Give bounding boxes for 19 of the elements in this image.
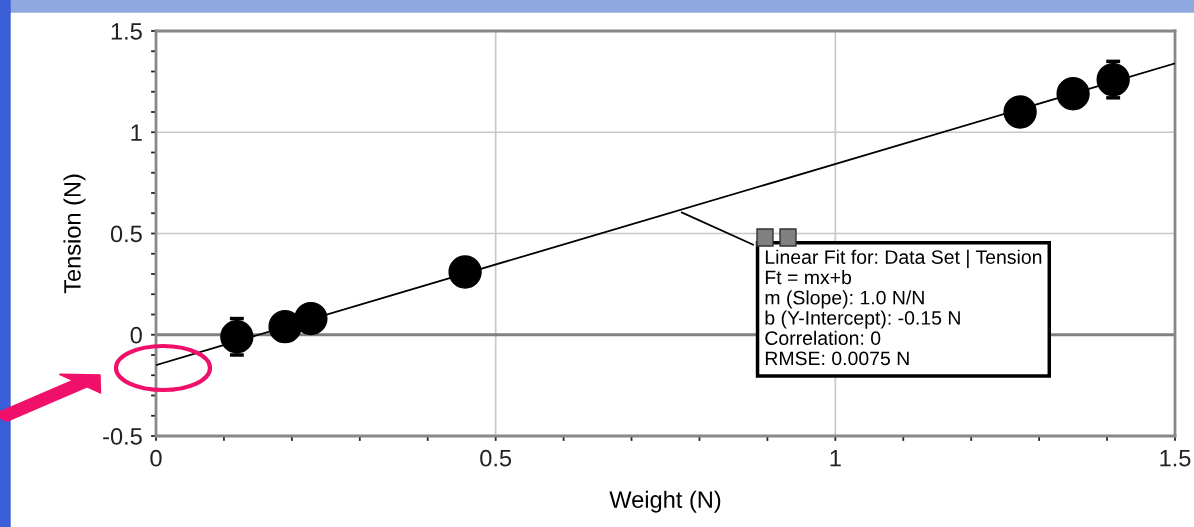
point	[220, 320, 254, 354]
point	[1096, 62, 1130, 97]
y-tick-label: 0.5	[110, 225, 142, 243]
x-axis-title: Weight (N)	[609, 490, 721, 513]
point	[1003, 95, 1037, 129]
point	[448, 255, 482, 289]
annotation: Linear Fit for: Data Set | Tension Ft = mx+b m (Slope): 1.0 N/N b (Y-Intercept): -0.15 N Correlation: 0 RMSE: 0.0075 N	[765, 249, 1042, 366]
x-tick-label: 1.5	[1160, 450, 1191, 467]
x-tick-label: 1	[830, 450, 841, 467]
y-axis-title: Tension (N)	[63, 174, 86, 294]
y-tick-label: 0	[130, 326, 142, 344]
point	[268, 309, 302, 344]
point	[1056, 77, 1090, 111]
point	[294, 301, 328, 336]
y-tick-label: 1	[131, 124, 142, 141]
y-tick-label: 1.5	[111, 23, 142, 40]
x-tick-label: 0	[150, 449, 162, 467]
y-tick-label: -0.5	[103, 428, 142, 445]
x-tick-label: 0.5	[480, 449, 512, 467]
